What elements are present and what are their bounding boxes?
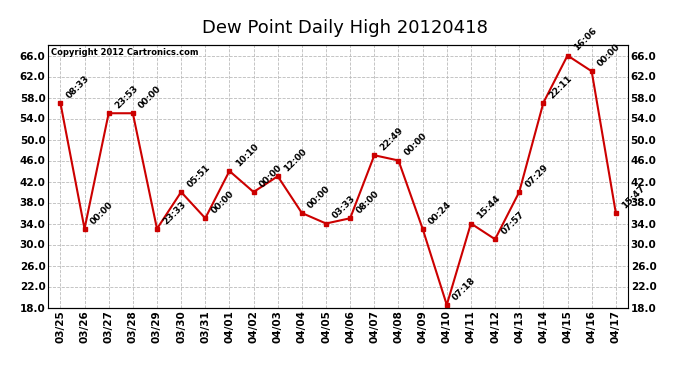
Text: 03:33: 03:33: [331, 194, 357, 221]
Text: 07:18: 07:18: [451, 276, 477, 302]
Text: 00:00: 00:00: [306, 184, 333, 210]
Text: 00:00: 00:00: [89, 200, 115, 226]
Text: 22:11: 22:11: [548, 74, 574, 100]
Text: 07:57: 07:57: [500, 210, 526, 237]
Text: 15:47: 15:47: [620, 183, 647, 210]
Text: 05:51: 05:51: [186, 163, 212, 189]
Text: Dew Point Daily High 20120418: Dew Point Daily High 20120418: [202, 19, 488, 37]
Text: 00:00: 00:00: [403, 132, 429, 158]
Text: 00:00: 00:00: [137, 84, 164, 111]
Text: 23:53: 23:53: [113, 84, 139, 111]
Text: 00:00: 00:00: [596, 42, 622, 69]
Text: 00:24: 00:24: [427, 200, 453, 226]
Text: 10:10: 10:10: [234, 142, 260, 168]
Text: 12:00: 12:00: [282, 147, 308, 174]
Text: 08:33: 08:33: [65, 74, 91, 100]
Text: 07:29: 07:29: [524, 162, 550, 189]
Text: 08:00: 08:00: [355, 189, 381, 216]
Text: 16:06: 16:06: [572, 26, 598, 53]
Text: 22:49: 22:49: [379, 126, 405, 153]
Text: 23:33: 23:33: [161, 200, 188, 226]
Text: 00:00: 00:00: [210, 189, 236, 216]
Text: 00:00: 00:00: [258, 163, 284, 189]
Text: Copyright 2012 Cartronics.com: Copyright 2012 Cartronics.com: [51, 48, 199, 57]
Text: 15:44: 15:44: [475, 194, 502, 221]
